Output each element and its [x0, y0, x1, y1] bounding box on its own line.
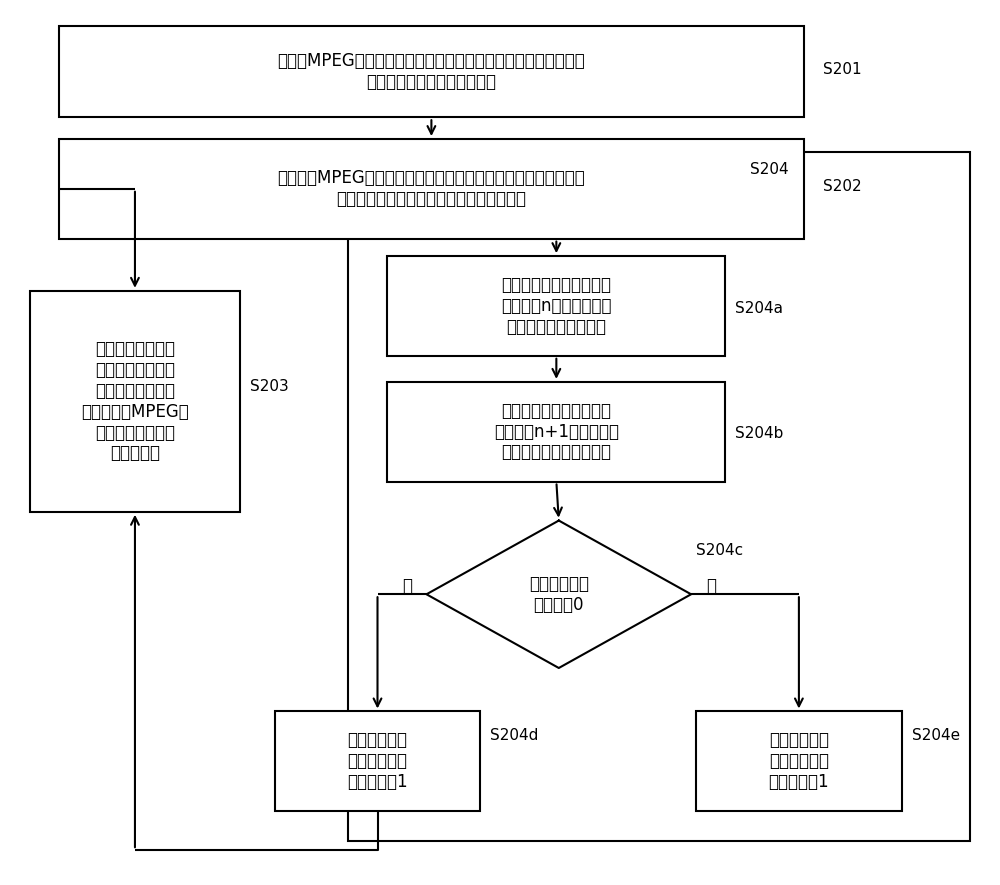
- Text: S204b: S204b: [735, 427, 784, 442]
- Text: 获取一MPEG帧范围内的码流的第一校验结果符合预设目标的至少
两个位置点，记为第一位置组: 获取一MPEG帧范围内的码流的第一校验结果符合预设目标的至少 两个位置点，记为第…: [278, 52, 585, 91]
- Text: 确定是重复帧
码流，帧同步
计数器不加1: 确定是重复帧 码流，帧同步 计数器不加1: [769, 731, 829, 791]
- Text: S201: S201: [823, 62, 862, 77]
- Text: S203: S203: [250, 379, 289, 394]
- Text: S202: S202: [823, 179, 862, 194]
- Bar: [387, 381, 725, 481]
- Text: S204: S204: [750, 162, 789, 177]
- Bar: [348, 152, 970, 842]
- Text: S204c: S204c: [696, 543, 743, 558]
- Text: S204e: S204e: [912, 728, 960, 743]
- Text: 判断第一差值
是否等于0: 判断第一差值 是否等于0: [529, 575, 589, 613]
- Bar: [59, 27, 804, 118]
- Text: 通过帧特征提取电路检测
，获得第n+1个码流在固
定位置点的第二校验结果: 通过帧特征提取电路检测 ，获得第n+1个码流在固 定位置点的第二校验结果: [494, 402, 619, 461]
- Text: 是: 是: [706, 577, 716, 595]
- Text: 利用符合预设目标
的固定位置组中至
少一个固定位置点
对后续每一MPEG帧
范围内的码流进行
帧同步处理: 利用符合预设目标 的固定位置组中至 少一个固定位置点 对后续每一MPEG帧 范围…: [81, 341, 189, 462]
- Bar: [387, 256, 725, 356]
- Text: 否: 否: [402, 577, 412, 595]
- Text: 获取下一MPEG帧范围内的码流在所述第一位置组中的第一校验结
果符合预设目标的位置点，记为固定位置组: 获取下一MPEG帧范围内的码流在所述第一位置组中的第一校验结 果符合预设目标的位…: [278, 169, 585, 208]
- Bar: [30, 290, 240, 512]
- Bar: [59, 139, 804, 239]
- Bar: [275, 712, 480, 811]
- Text: 通过帧特征提取电路检测
，获得第n个码流在固定
位置点的第二校验结果: 通过帧特征提取电路检测 ，获得第n个码流在固定 位置点的第二校验结果: [501, 276, 612, 335]
- Bar: [696, 712, 902, 811]
- Text: S204a: S204a: [735, 301, 783, 316]
- Text: 确定不是重复
帧码流，帧同
步计数器加1: 确定不是重复 帧码流，帧同 步计数器加1: [347, 731, 408, 791]
- Text: S204d: S204d: [490, 728, 539, 743]
